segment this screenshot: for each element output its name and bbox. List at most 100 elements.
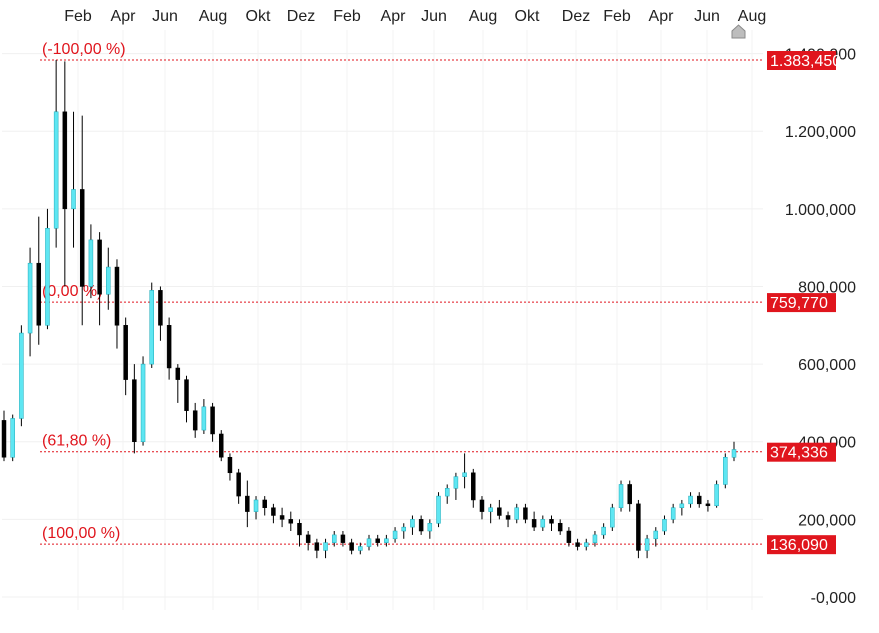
candle — [453, 472, 459, 500]
candle-body — [714, 484, 719, 507]
candle — [158, 286, 163, 341]
y-tick-label: 800,000 — [798, 279, 856, 296]
candle — [714, 480, 719, 508]
candle — [418, 515, 424, 535]
candle-body — [662, 519, 667, 532]
candle-body — [236, 472, 241, 497]
candle — [123, 317, 128, 396]
candle-body — [705, 503, 711, 507]
candle-body — [279, 515, 285, 520]
price-badge — [767, 51, 836, 70]
candle-body — [158, 290, 163, 326]
scroll-up-arrow-icon[interactable] — [731, 24, 746, 39]
candle-body — [610, 507, 615, 528]
y-tick-label: -0,000 — [811, 590, 856, 607]
candle — [114, 259, 120, 349]
candle-body — [557, 522, 563, 532]
x-tick-label: Okt — [246, 8, 271, 25]
candle — [253, 496, 259, 520]
candle-body — [696, 495, 702, 505]
candle-body — [505, 515, 511, 520]
candle-body — [88, 239, 94, 287]
candle-body — [644, 538, 650, 551]
candle — [36, 216, 42, 345]
candle-body — [462, 472, 467, 477]
candle — [79, 115, 85, 326]
grid-layer — [2, 30, 763, 610]
x-tick-label: Aug — [738, 8, 766, 25]
price-badge — [767, 293, 836, 313]
candle — [514, 503, 519, 524]
candle-body — [375, 538, 380, 543]
candle — [184, 375, 189, 423]
candle-body — [201, 406, 207, 431]
candle — [97, 232, 102, 326]
candle — [436, 492, 441, 528]
candle — [679, 499, 685, 516]
candle — [323, 538, 328, 559]
candle-body — [575, 542, 580, 547]
price-badge-value: 374,336 — [770, 445, 828, 462]
candle-body — [349, 542, 354, 551]
candle — [140, 356, 146, 446]
candle-body — [175, 367, 181, 380]
candle-body — [479, 499, 485, 512]
candle — [392, 527, 398, 543]
candle-body — [305, 534, 311, 543]
candle — [488, 503, 493, 524]
candle — [305, 531, 311, 551]
candle-body — [192, 410, 198, 431]
candle — [53, 60, 59, 248]
candle-body — [271, 507, 276, 516]
candle — [314, 538, 320, 559]
candle — [575, 538, 580, 551]
candle — [132, 364, 137, 454]
candle-body — [384, 538, 389, 543]
candle — [10, 414, 15, 462]
x-tick-label: Apr — [381, 8, 407, 25]
candle — [644, 534, 650, 559]
price-badge-value: 759,770 — [770, 295, 828, 312]
candle — [210, 402, 215, 442]
candle — [618, 480, 624, 512]
price-badge-value: 136,090 — [770, 537, 828, 554]
candle-body — [549, 519, 554, 524]
candle-body — [132, 379, 137, 442]
candle-body — [79, 189, 85, 287]
candle — [262, 496, 267, 516]
candle — [584, 538, 589, 551]
candle — [523, 503, 528, 524]
candle-body — [653, 530, 659, 540]
candle — [531, 511, 537, 532]
candle — [149, 282, 154, 368]
candle-body — [27, 262, 33, 334]
candle — [71, 111, 76, 248]
y-tick-label: 600,000 — [798, 357, 856, 374]
candle-body — [297, 522, 302, 536]
candle-body — [1, 420, 7, 458]
candle-body — [288, 519, 294, 524]
candle — [688, 492, 693, 508]
candle-body — [427, 522, 433, 532]
x-axis: Feb Apr Jun Aug Okt Dez Feb Apr Jun Aug Okt Dez Feb A… — [64, 8, 766, 25]
candle-body — [392, 530, 398, 540]
fib-levels: (-100,00 %) (0,00 %) (61,80 %) (100,00 %) — [40, 41, 763, 545]
candle-body — [453, 476, 459, 489]
candle — [27, 247, 33, 357]
candle — [288, 511, 294, 532]
candle — [462, 453, 467, 489]
candle — [653, 527, 659, 547]
candle — [279, 507, 285, 528]
candle — [192, 402, 198, 438]
candle-body — [331, 534, 337, 543]
candle-body — [62, 111, 68, 210]
candle — [670, 503, 676, 524]
candle — [297, 519, 302, 547]
candle-body — [45, 227, 50, 326]
candle — [166, 317, 172, 380]
candle-body — [140, 363, 146, 442]
candle-body — [540, 519, 546, 528]
candle-body — [670, 507, 676, 520]
x-tick-label: Apr — [649, 8, 675, 25]
